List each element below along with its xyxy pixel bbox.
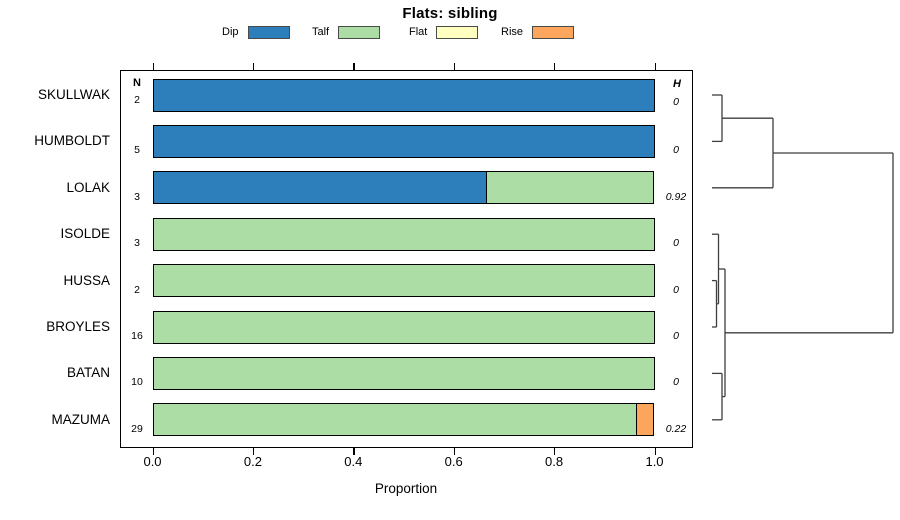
h-value: 0.22	[665, 422, 687, 435]
axis-tick-label: 0.0	[143, 454, 162, 469]
legend-item-rise: Rise	[501, 25, 575, 39]
axis-tick-bottom	[453, 448, 455, 455]
n-value: 3	[134, 190, 140, 203]
legend-swatch-dip	[247, 25, 290, 39]
axis-tick-label: 1.0	[645, 454, 664, 469]
bar-segment-dip	[152, 171, 488, 205]
h-value: 0	[673, 144, 679, 157]
n-value: 10	[131, 376, 143, 389]
bar-segment-talf	[152, 356, 655, 390]
axis-tick-top	[252, 63, 255, 70]
axis-tick-top	[554, 63, 556, 70]
row-label-humboldt: HUMBOLDT	[34, 133, 110, 149]
axis-tick-top	[453, 63, 455, 70]
axis-tick-label: 0.4	[344, 454, 363, 469]
axis-tick-top	[353, 63, 355, 70]
row-label-lolak: LOLAK	[66, 179, 110, 195]
row-label-skullwak: SKULLWAK	[37, 86, 110, 102]
h-value: 0	[673, 330, 679, 342]
legend-label: Rise	[501, 26, 524, 38]
axis-tick-label: 0.2	[243, 454, 262, 469]
n-value: 5	[134, 144, 140, 157]
axis-tick-top	[152, 63, 154, 70]
bar-segment-talf	[152, 403, 638, 437]
bar-segment-dip	[152, 78, 655, 112]
bar-segment-talf	[152, 217, 655, 251]
legend-item-dip: Dip	[222, 25, 290, 39]
axis-tick-bottom	[353, 448, 355, 455]
axis-tick-top	[654, 63, 656, 70]
legend-item-talf: Talf	[312, 25, 381, 39]
h-value: 0	[673, 376, 679, 389]
bar-segment-dip	[152, 124, 655, 158]
n-value: 2	[134, 283, 140, 296]
h-value: 0	[673, 283, 679, 296]
h-column-header: H	[673, 78, 681, 90]
x-axis-label: Proportion	[374, 481, 438, 496]
row-label-batan: BATAN	[66, 365, 110, 381]
row-label-broyles: BROYLES	[46, 318, 110, 334]
bar-segment-talf	[485, 171, 655, 205]
h-value: 0.92	[665, 190, 687, 203]
legend-item-flat: Flat	[409, 25, 479, 39]
axis-tick-label: 0.6	[444, 454, 463, 469]
n-value: 29	[131, 422, 143, 435]
axis-tick-bottom	[654, 448, 656, 455]
n-value: 2	[134, 94, 140, 106]
n-value: 3	[134, 237, 140, 250]
legend-swatch-rise	[532, 25, 575, 39]
legend-swatch-flat	[436, 25, 479, 39]
h-value: 0	[673, 237, 679, 250]
n-value: 16	[131, 330, 143, 342]
legend-swatch-talf	[338, 25, 381, 39]
legend-label: Talf	[312, 26, 330, 38]
legend-label: Flat	[409, 26, 428, 38]
axis-tick-bottom	[252, 448, 255, 455]
n-column-header: N	[133, 77, 141, 89]
h-value: 0	[673, 96, 679, 108]
axis-tick-bottom	[554, 448, 556, 455]
row-label-hussa: HUSSA	[63, 272, 110, 288]
row-label-mazuma: MAZUMA	[51, 411, 111, 427]
legend-label: Dip	[222, 26, 239, 38]
row-label-isolde: ISOLDE	[60, 225, 110, 241]
bar-segment-talf	[152, 264, 655, 298]
chart-title: Flats: sibling	[402, 5, 498, 22]
axis-tick-label: 0.8	[545, 454, 564, 469]
axis-tick-bottom	[152, 448, 154, 455]
bar-segment-rise	[635, 403, 655, 437]
bar-segment-talf	[152, 310, 655, 344]
